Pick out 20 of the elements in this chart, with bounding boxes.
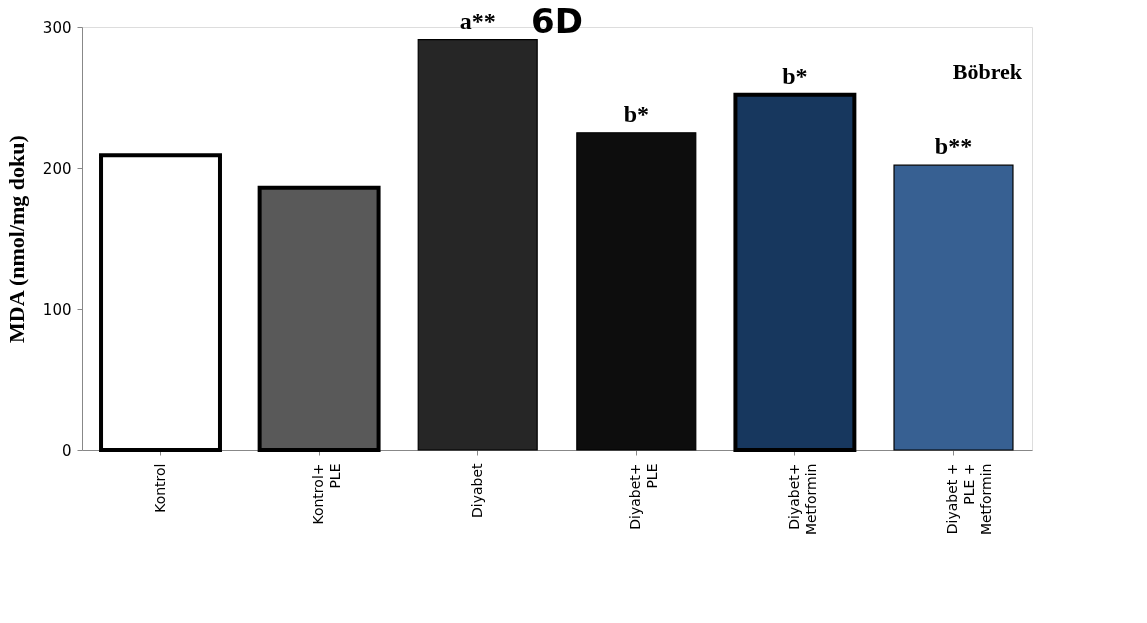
y-tick-label: 300 xyxy=(42,18,72,37)
bar xyxy=(417,39,538,451)
x-tick-label: Diyabet + PLE + Metformin xyxy=(944,463,995,536)
y-axis-title: MDA (nmol/mg doku) xyxy=(3,135,29,343)
annotation: b* xyxy=(782,62,808,89)
bar xyxy=(576,132,697,451)
x-tick-label: Kontrol xyxy=(151,463,168,513)
x-tick-label: Diyabet+ Metformin xyxy=(785,463,819,536)
annotation: Böbrek xyxy=(952,59,1023,84)
x-tick-label: Diyabet+ PLE xyxy=(627,463,661,530)
bar xyxy=(893,164,1014,451)
x-tick-label: Kontrol+ PLE xyxy=(310,463,344,525)
annotation: b** xyxy=(934,133,973,160)
y-tick-label: 100 xyxy=(42,300,72,319)
y-tick-label: 200 xyxy=(42,159,72,178)
annotation: b* xyxy=(623,100,649,127)
y-tick-label: 0 xyxy=(61,441,72,460)
annotation: a** xyxy=(459,7,496,34)
chart-title: 6D xyxy=(531,0,583,41)
x-tick-label: Diyabet xyxy=(468,463,485,519)
